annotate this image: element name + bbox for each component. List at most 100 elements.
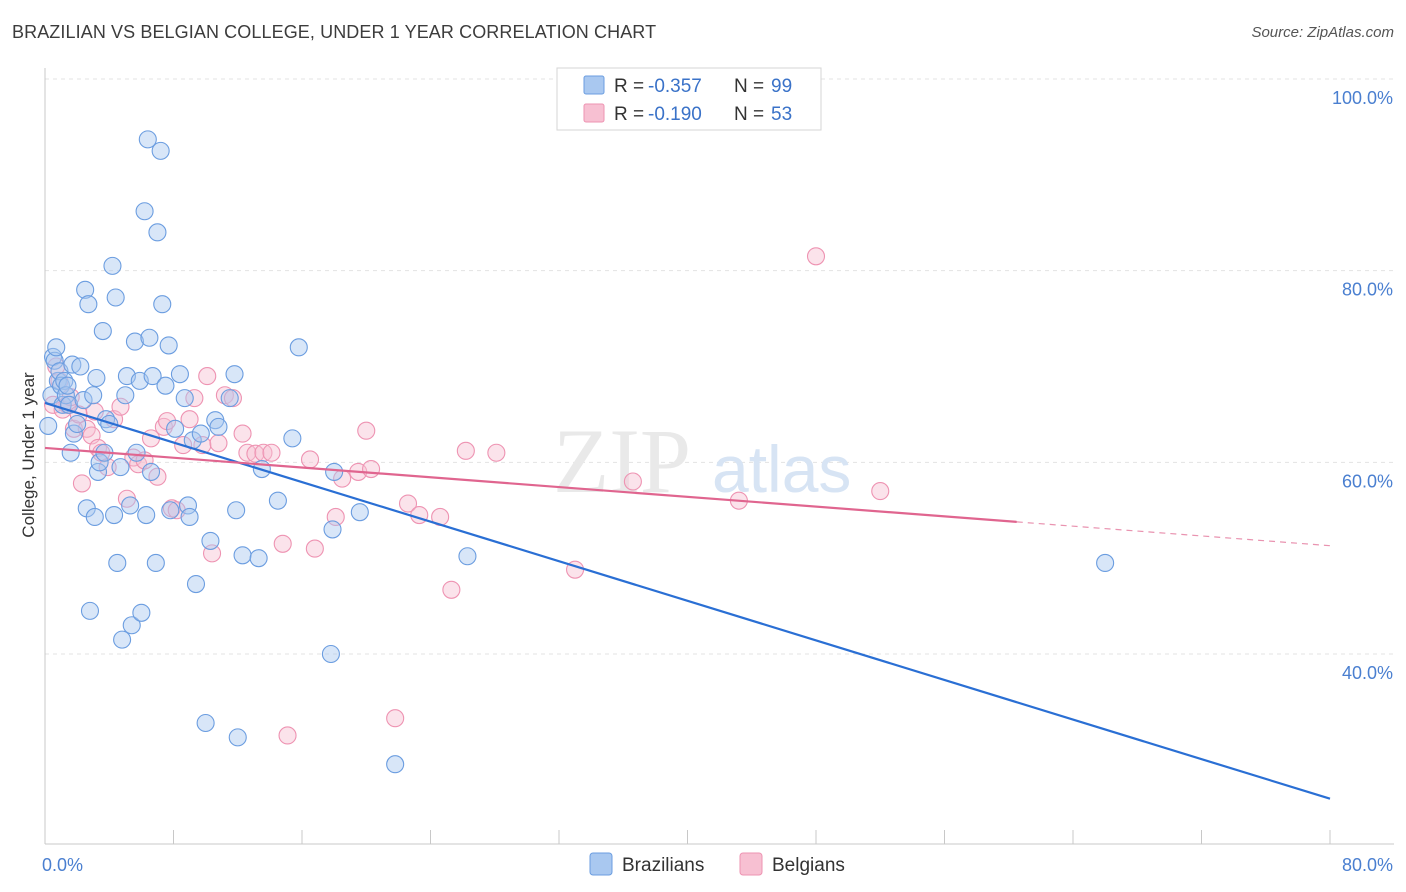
legend-label-belgians: Belgians xyxy=(772,855,845,876)
legend-r-value-2: -0.190 xyxy=(648,104,702,125)
brazilians-point xyxy=(209,417,228,436)
correlation-legend: R = -0.357 N = 99 R = -0.190 N = 53 xyxy=(556,67,822,131)
belgians-point xyxy=(806,247,826,266)
brazilians-point xyxy=(106,288,125,307)
brazilians-point xyxy=(74,390,93,410)
belgians-point xyxy=(273,534,292,553)
brazilians-trend-line xyxy=(44,401,1331,800)
brazilians-point xyxy=(108,553,127,573)
legend-n-value-1: 99 xyxy=(771,76,792,97)
axes xyxy=(44,68,1394,845)
brazilians-point xyxy=(283,429,302,448)
brazilians-point xyxy=(79,295,98,314)
belgians-point xyxy=(357,421,376,440)
brazilians-point xyxy=(156,376,175,395)
brazilians-point xyxy=(90,453,109,472)
brazilians-point xyxy=(121,496,140,515)
brazilians-point xyxy=(178,496,198,515)
belgians-point xyxy=(386,709,405,728)
brazilians-point xyxy=(52,376,71,395)
brazilians-point xyxy=(233,546,252,565)
belgians-point xyxy=(233,424,252,443)
trend-lines xyxy=(44,401,1331,800)
x-tick-labels: 0.0% 80.0% xyxy=(42,855,1393,875)
watermark-atlas: atlas xyxy=(712,432,851,506)
brazilians-point xyxy=(88,462,108,481)
brazilians-point xyxy=(161,501,180,520)
belgians-point xyxy=(871,482,890,501)
brazilians-point xyxy=(87,368,106,388)
brazilians-point xyxy=(61,443,80,462)
belgians-point xyxy=(487,443,506,462)
brazilians-point xyxy=(84,386,103,405)
brazilians-point xyxy=(225,365,244,384)
brazilians-point xyxy=(135,202,154,221)
brazilians-point xyxy=(186,574,206,594)
brazilians-point xyxy=(227,501,246,520)
brazilians-point xyxy=(85,507,104,527)
legend-r-label-2: R = xyxy=(614,104,644,125)
belgians-point xyxy=(180,410,199,429)
legend-swatch-belgians-bottom xyxy=(739,852,763,876)
brazilians-point xyxy=(143,367,162,386)
y-axis-label: College, Under 1 year xyxy=(19,372,38,538)
brazilians-point xyxy=(100,414,119,434)
brazilians-point xyxy=(55,371,74,390)
brazilians-point xyxy=(175,389,194,408)
brazilians-point xyxy=(170,365,189,384)
grid-lines xyxy=(45,78,1394,655)
brazilians-point xyxy=(151,141,170,160)
brazilians-point xyxy=(137,505,156,525)
brazilians-point xyxy=(228,728,247,747)
brazilians-point xyxy=(125,332,144,351)
watermark-zip: ZIP xyxy=(553,410,691,512)
belgians-point xyxy=(623,472,642,491)
brazilians-point xyxy=(201,531,220,550)
brazilians-point xyxy=(458,547,477,566)
brazilians-point xyxy=(268,491,287,510)
belgians-point xyxy=(456,441,475,460)
brazilians-point xyxy=(56,386,75,405)
brazilians-point xyxy=(350,503,369,522)
brazilians-point xyxy=(148,223,167,242)
belgians-point xyxy=(398,494,418,513)
brazilians-point xyxy=(45,351,64,370)
brazilians-point xyxy=(166,419,185,438)
brazilians-point xyxy=(39,416,58,435)
belgians-point xyxy=(300,450,320,469)
belgians-point xyxy=(198,367,217,386)
brazilians-point xyxy=(180,507,199,527)
brazilians-point xyxy=(122,616,141,635)
brazilians-point xyxy=(111,458,130,477)
x-tick-label: 80.0% xyxy=(1342,855,1393,875)
belgians-point xyxy=(305,539,324,558)
legend-swatch-brazilians-bottom xyxy=(589,852,613,876)
belgians-point xyxy=(154,417,173,436)
brazilians-point xyxy=(138,130,157,149)
y-tick-label: 100.0% xyxy=(1332,88,1393,108)
brazilians-point xyxy=(58,376,77,395)
belgians-point xyxy=(278,726,297,745)
brazilians-point xyxy=(289,338,308,357)
belgians-point xyxy=(185,389,204,408)
brazilians-point xyxy=(191,424,210,443)
brazilians-point xyxy=(196,713,215,733)
brazilians-point xyxy=(159,336,178,355)
brazilians-point xyxy=(47,338,66,357)
belgians-point xyxy=(362,459,381,479)
watermark: ZIP atlas xyxy=(553,410,851,512)
brazilians-point xyxy=(325,462,344,481)
y-tick-label: 60.0% xyxy=(1342,471,1393,491)
belgians-trend-line xyxy=(44,446,1017,523)
brazilians-point xyxy=(321,644,340,664)
brazilians-point xyxy=(64,424,83,443)
brazilians-point xyxy=(1096,553,1115,573)
brazilians-point xyxy=(220,389,239,408)
brazilians-point xyxy=(386,755,405,774)
y-tick-labels: 100.0% 80.0% 60.0% 40.0% xyxy=(1332,88,1393,683)
legend-label-brazilians: Brazilians xyxy=(622,855,704,876)
x-tick-label: 0.0% xyxy=(42,855,83,875)
belgians-point xyxy=(262,443,281,462)
brazilians-points xyxy=(39,130,1115,774)
